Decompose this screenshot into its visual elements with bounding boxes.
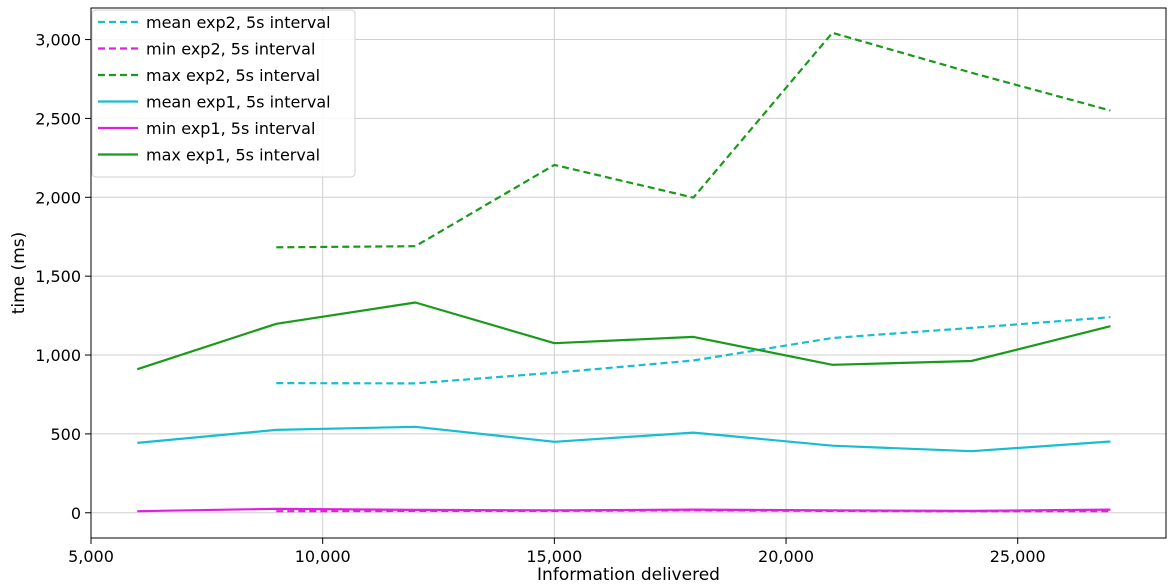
legend-label: max exp1, 5s interval	[146, 146, 320, 165]
series-line	[137, 507, 1111, 513]
legend-label: min exp2, 5s interval	[146, 40, 315, 59]
legend-label: mean exp1, 5s interval	[146, 93, 331, 112]
y-tick-label: 2,000	[35, 188, 81, 207]
x-tick-label: 15,000	[526, 547, 582, 566]
series-line	[276, 31, 1111, 249]
y-axis-title: time (ms)	[9, 232, 29, 315]
legend-label: max exp2, 5s interval	[146, 66, 320, 85]
legend-label: mean exp2, 5s interval	[146, 13, 331, 32]
series-lines	[136, 31, 1111, 513]
x-axis-title: Information delivered	[537, 565, 720, 585]
axis-ticks: 5,000 10,000 15,000 20,000 25,000 0 500 1,000 1,…	[35, 31, 1046, 566]
series-line	[137, 425, 1111, 453]
legend-box	[91, 9, 356, 178]
x-tick-label: 5,000	[68, 547, 114, 566]
legend-label: min exp1, 5s interval	[146, 119, 315, 138]
plot-area-frame	[90, 7, 1167, 539]
y-tick-label: 3,000	[35, 31, 81, 50]
y-tick-label: 1,000	[35, 346, 81, 365]
y-tick-label: 2,500	[35, 109, 81, 128]
y-tick-label: 1,500	[35, 267, 81, 286]
grid-lines	[90, 8, 1166, 538]
y-tick-label: 0	[71, 504, 81, 523]
y-tick-label: 500	[50, 425, 81, 444]
x-tick-label: 20,000	[758, 547, 814, 566]
x-tick-label: 25,000	[990, 547, 1046, 566]
legend: mean exp2, 5s interval min exp2, 5s inter…	[91, 9, 356, 178]
x-tick-label: 10,000	[295, 547, 351, 566]
series-line	[136, 301, 1111, 371]
series-line	[276, 316, 1111, 385]
